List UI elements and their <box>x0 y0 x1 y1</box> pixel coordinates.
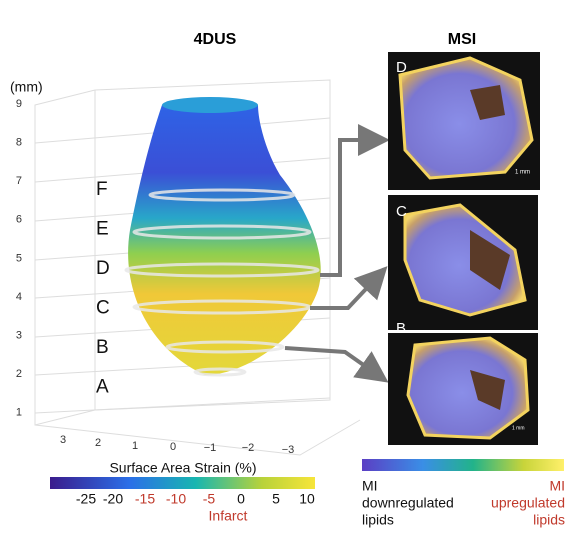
z-tick-label: 6 <box>16 214 22 226</box>
heart-surface <box>128 105 321 375</box>
slice-label: F <box>96 179 108 200</box>
colorbar <box>362 459 564 471</box>
z-tick-label: 4 <box>16 291 22 303</box>
slice-label: C <box>96 298 110 319</box>
colorbar-label: lipids <box>362 512 394 528</box>
z-tick-label: 7 <box>16 175 22 187</box>
x-tick-label: −1 <box>204 442 217 454</box>
scale-label: 1 mm <box>512 425 525 431</box>
z-tick-label: 8 <box>16 137 22 149</box>
colorbar-label: MI <box>362 478 378 494</box>
msi-images <box>388 52 540 445</box>
colorbar-tick-label: 0 <box>237 491 245 507</box>
panel-label: C <box>396 203 407 220</box>
panel-title: 4DUS <box>194 31 237 48</box>
x-tick-label: 0 <box>170 441 176 453</box>
panel-title: MSI <box>448 31 476 48</box>
panel-label: B <box>396 320 406 337</box>
colorbar-label: MI <box>549 478 565 494</box>
slice-label: B <box>96 337 109 358</box>
colorbar-tick-label: -10 <box>166 491 186 507</box>
x-tick-label: 2 <box>95 437 101 449</box>
z-tick-label: 3 <box>16 330 22 342</box>
z-tick-label: 9 <box>16 98 22 110</box>
colorbar-tick-label: 5 <box>272 491 280 507</box>
slice-label: D <box>96 258 110 279</box>
colorbar-label: downregulated <box>362 495 454 511</box>
colorbar-label: lipids <box>533 512 565 528</box>
x-tick-label: −2 <box>242 442 255 454</box>
colorbar <box>50 477 315 489</box>
colorbar-title: Surface Area Strain (%) <box>109 460 256 476</box>
colorbar-tick-label: 10 <box>299 491 315 507</box>
colorbar-tick-label: -20 <box>103 491 123 507</box>
arrows <box>284 124 390 383</box>
colorbar-label: upregulated <box>491 495 565 511</box>
z-tick-label: 1 <box>16 407 22 419</box>
colorbar-tick-label: -5 <box>203 491 216 507</box>
slice-label: A <box>96 377 109 398</box>
scale-label: 1 mm <box>515 170 530 176</box>
x-tick-label: −3 <box>282 444 295 456</box>
colorbar-tick-label: -25 <box>76 491 96 507</box>
x-tick-label: 3 <box>60 434 66 446</box>
z-tick-label: 5 <box>16 252 22 264</box>
colorbar-note: Infarct <box>209 508 248 524</box>
slice-label: E <box>96 219 109 240</box>
z-tick-label: 2 <box>16 368 22 380</box>
axis-label: (mm) <box>10 79 43 95</box>
x-tick-label: 1 <box>132 440 138 452</box>
heart-top <box>162 97 258 113</box>
panel-label: D <box>396 59 407 76</box>
colorbar-tick-label: -15 <box>135 491 155 507</box>
